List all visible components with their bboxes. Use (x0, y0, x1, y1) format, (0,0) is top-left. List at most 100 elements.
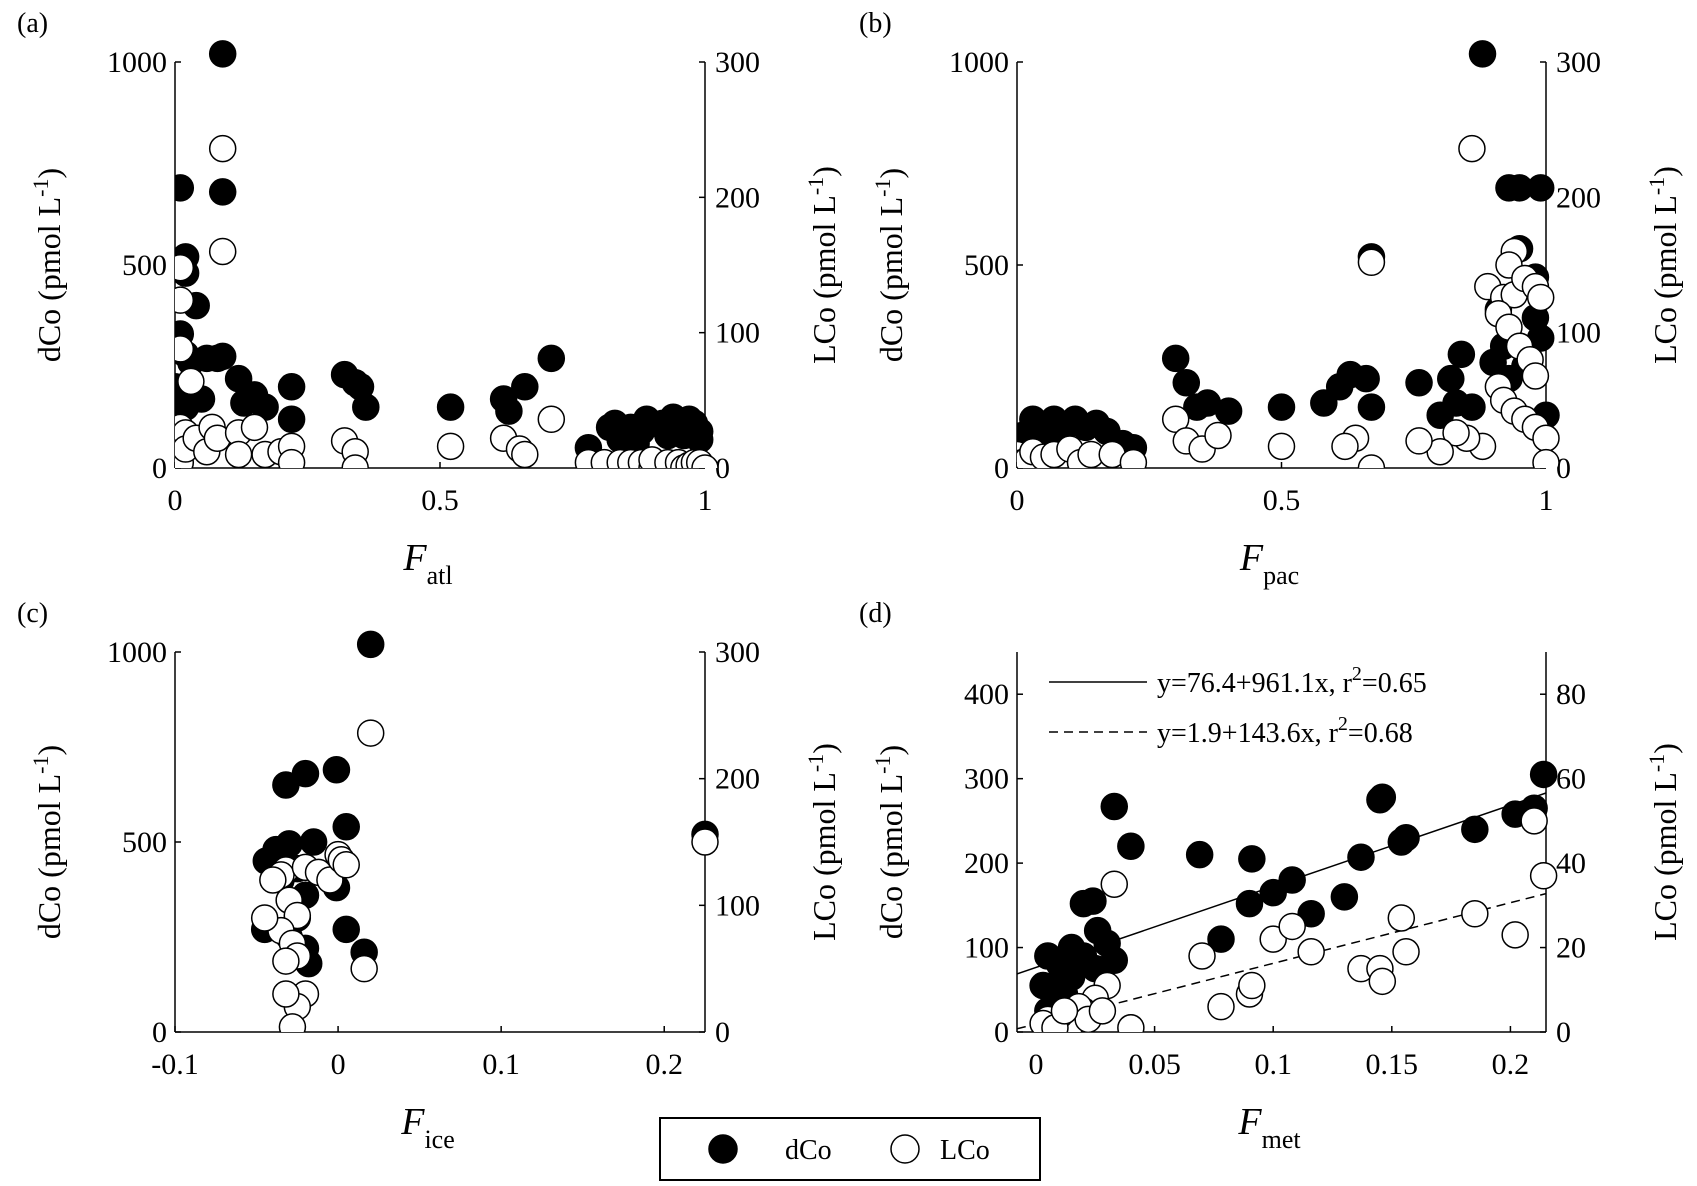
series-LCo (1017, 134, 1560, 468)
lco-point (1529, 862, 1558, 890)
y-right-tick-label: 0 (715, 1016, 730, 1049)
lco-point (511, 440, 539, 468)
dco-point (1297, 900, 1325, 928)
x-axis-label: Fatl (402, 537, 452, 590)
lco-point (1259, 925, 1287, 953)
dco-point (291, 759, 320, 788)
series-dCo (1017, 40, 1560, 466)
y-left-tick-label: 100 (964, 932, 1009, 965)
dco-point (1357, 393, 1386, 421)
lco-point (1532, 424, 1560, 452)
dco-point (1185, 840, 1214, 869)
dco-point (511, 373, 539, 401)
lco-point (177, 367, 205, 396)
y-right-tick-label: 20 (1556, 932, 1586, 965)
y-right-label: LCo (pmol L-1) (1644, 166, 1683, 364)
lco-point (1117, 1014, 1145, 1032)
series-LCo (175, 134, 719, 468)
dco-point (436, 393, 465, 421)
dco-point (208, 178, 237, 206)
legend-marker-dco (708, 1134, 738, 1164)
dco-point (1117, 832, 1145, 860)
y-left-label: dCo (pmol L-1) (28, 745, 67, 939)
dco-point (1161, 344, 1190, 373)
y-left-tick-label: 300 (964, 763, 1009, 796)
dco-point (1368, 783, 1397, 811)
dco-point (175, 174, 195, 202)
lco-point (259, 866, 287, 894)
x-tick-label: 0.05 (1128, 1048, 1181, 1081)
fit-equation: y=1.9+143.6x, r2=0.68 (1157, 713, 1413, 749)
y-right-tick-label: 100 (715, 889, 760, 922)
lco-point (1238, 971, 1266, 1000)
dco-point (1207, 925, 1235, 953)
y-right-tick-label: 300 (715, 636, 760, 669)
y-left-tick-label: 1000 (949, 46, 1009, 79)
y-right-label: LCo (pmol L-1) (803, 743, 842, 941)
lco-point (1100, 870, 1129, 898)
x-axis-label: Fpac (1239, 537, 1299, 590)
y-right-tick-label: 300 (715, 46, 760, 79)
y-left-tick-label: 500 (964, 249, 1009, 282)
lco-point (436, 432, 465, 461)
lco-point (1458, 134, 1486, 163)
lco-point (1188, 942, 1216, 970)
lco-point (1267, 432, 1296, 461)
lco-point (691, 454, 719, 468)
dco-point (1100, 792, 1129, 821)
dco-point (277, 405, 306, 434)
y-left-label: dCo (pmol L-1) (870, 745, 909, 939)
lco-point (175, 253, 195, 282)
dco-point (1447, 340, 1476, 369)
dco-point (1405, 368, 1433, 397)
y-right-tick-label: 0 (715, 452, 730, 485)
dco-point (1468, 40, 1497, 68)
lco-point (1520, 807, 1548, 835)
lco-point (1501, 921, 1529, 949)
lco-point (1204, 421, 1232, 450)
dco-point (1267, 393, 1296, 421)
lco-point (332, 851, 360, 879)
lco-point (1278, 912, 1306, 941)
x-tick-label: 0.2 (1492, 1048, 1530, 1081)
x-axis-label: Fmet (1237, 1101, 1301, 1154)
y-left-tick-label: 1000 (107, 636, 167, 669)
dco-point (299, 828, 328, 856)
x-tick-label: 0.5 (421, 484, 459, 517)
y-right-tick-label: 0 (1556, 452, 1571, 485)
lco-point (1442, 419, 1470, 447)
lco-point (1357, 248, 1386, 277)
dco-point (537, 344, 566, 373)
y-right-tick-label: 0 (1556, 1016, 1571, 1049)
panel-label: (c) (17, 598, 48, 629)
lco-point (341, 454, 369, 468)
legend-label-dco: dCo (785, 1135, 832, 1166)
dco-point (275, 830, 303, 858)
x-tick-label: 0 (331, 1048, 346, 1081)
y-left-tick-label: 500 (122, 249, 167, 282)
dco-point (356, 630, 385, 659)
x-tick-label: 0 (168, 484, 183, 517)
legend-label-lco: LCo (940, 1135, 990, 1166)
dco-point (1034, 942, 1062, 970)
dco-point (1461, 815, 1489, 844)
y-right-tick-label: 200 (715, 181, 760, 214)
dco-point (1437, 364, 1465, 393)
y-left-tick-label: 0 (994, 1016, 1009, 1049)
dco-point (1278, 866, 1306, 894)
y-left-tick-label: 400 (964, 678, 1009, 711)
dco-point (208, 342, 237, 371)
lco-point (175, 286, 195, 314)
legend: dCo LCo (659, 1117, 1041, 1181)
lco-point (240, 413, 269, 442)
lco-point (224, 440, 253, 468)
y-left-label: dCo (pmol L-1) (870, 168, 909, 362)
x-tick-label: 1 (1539, 484, 1554, 517)
lco-point (1119, 448, 1148, 468)
y-right-tick-label: 60 (1556, 763, 1586, 796)
lco-point (1331, 432, 1359, 461)
